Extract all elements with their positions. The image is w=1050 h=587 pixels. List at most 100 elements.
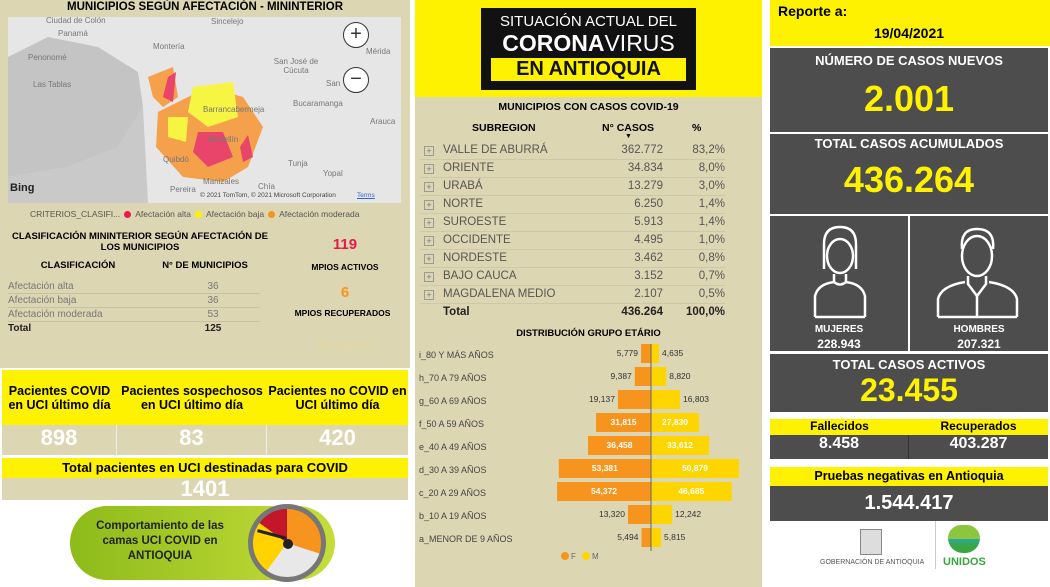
data-label: 9,387	[611, 371, 633, 381]
expand-icon[interactable]: +	[424, 272, 434, 282]
expand-icon[interactable]: +	[424, 290, 434, 300]
banner-virus: VIRUS	[604, 30, 675, 56]
uci-covid-header: Pacientes COVID en UCI último día	[2, 370, 117, 425]
table-row[interactable]: + ORIENTE 34.834 8,0%	[420, 160, 725, 178]
uci-total-label: Total pacientes en UCI destinadas para C…	[2, 458, 408, 478]
category-label: a_MENOR DE 9 AÑOS	[419, 534, 513, 544]
bar-f[interactable]	[557, 482, 651, 501]
negative-tests-value: 1.544.417	[770, 486, 1048, 521]
data-label: 54,372	[591, 486, 617, 496]
map-label: Bucaramanga	[293, 99, 343, 108]
table-row[interactable]: + OCCIDENTE 4.495 1,0%	[420, 232, 725, 250]
map-label: Medellín	[208, 135, 239, 144]
expand-icon[interactable]: +	[424, 200, 434, 210]
table-row[interactable]: + MAGDALENA MEDIO 2.107 0,5%	[420, 286, 725, 304]
terms-link[interactable]: Terms	[357, 192, 375, 199]
table-row[interactable]: + NORDESTE 3.462 0,8%	[420, 250, 725, 268]
bar-m[interactable]	[651, 344, 660, 363]
gauge-icon	[248, 504, 326, 582]
expand-icon[interactable]: +	[424, 254, 434, 264]
col-header-subregion[interactable]: SUBREGION	[472, 122, 536, 134]
bar-f[interactable]	[558, 459, 651, 478]
bar-m[interactable]	[651, 413, 700, 432]
banner-logo: SITUACIÓN ACTUAL DEL CORONAVIRUS EN ANTI…	[481, 8, 696, 90]
total-cases: TOTAL CASOS ACUMULADOS 436.264	[770, 134, 1048, 214]
deaths-recovered: Fallecidos 8.458 Recuperados 403.287	[770, 419, 1048, 459]
mpios-activos-value: 119	[332, 236, 358, 253]
zoom-in-button[interactable]: +	[343, 22, 369, 48]
table-row[interactable]: + BAJO CAUCA 3.152 0,7%	[420, 268, 725, 286]
cell: 36	[207, 281, 219, 292]
map-label: San José de Cúcuta	[273, 57, 319, 75]
table-row[interactable]: + VALLE DE ABURRÁ 362.772 83,2%	[420, 142, 725, 160]
table-row[interactable]: + SUROESTE 5.913 1,4%	[420, 214, 725, 232]
legend-label[interactable]: M	[592, 552, 599, 561]
recovered-value: 403.287	[909, 435, 1048, 459]
table-row[interactable]: + NORTE 6.250 1,4%	[420, 196, 725, 214]
sort-desc-icon[interactable]: ▼	[625, 133, 632, 140]
expand-icon[interactable]: +	[424, 218, 434, 228]
category-label: h_70 A 79 AÑOS	[419, 373, 487, 383]
legend-item[interactable]: Afectación baja	[205, 209, 265, 219]
map-label: Las Tablas	[33, 80, 72, 89]
expand-icon[interactable]: +	[424, 146, 434, 156]
map[interactable]: Ciudad de Colón Panamá Penonomé Las Tabl…	[8, 17, 401, 203]
legend-title: CRITERIOS_CLASIFI...	[30, 209, 121, 219]
cell: 6.250	[634, 198, 663, 210]
data-label: 16,803	[683, 394, 709, 404]
total-cases-value: 436.264	[843, 159, 975, 200]
bar-m[interactable]	[651, 436, 710, 455]
col-header-cases[interactable]: N° CASOS	[602, 122, 655, 134]
bar-m[interactable]	[651, 528, 662, 547]
table-total: Total 125	[8, 323, 260, 336]
bar-f[interactable]	[617, 390, 651, 409]
bar-f[interactable]	[641, 528, 651, 547]
report-header: Reporte a: 19/04/2021	[770, 0, 1050, 46]
total-cases-label: TOTAL CASOS ACUMULADOS	[814, 136, 1004, 151]
data-label: 12,242	[675, 509, 701, 519]
col-header-percent[interactable]: %	[692, 122, 702, 134]
men-label: HOMBRES	[953, 324, 1005, 335]
uci-suspected-header: Pacientes sospechosos en UCI último día	[117, 370, 267, 425]
deaths-value: 8.458	[770, 435, 909, 459]
legend-item[interactable]: Afectación alta	[135, 209, 191, 219]
map-label: Penonomé	[28, 53, 67, 62]
bar-f[interactable]	[634, 367, 651, 386]
chart-title: DISTRIBUCIÓN GRUPO ETÁRIO	[516, 328, 661, 339]
uci-beds-badge[interactable]: Comportamiento de las camas UCI COVID en…	[70, 504, 335, 582]
map-panel: MUNICIPIOS SEGÚN AFECTACIÓN - MININTERIO…	[0, 0, 410, 368]
col-header: CLASIFICACIÓN	[40, 260, 116, 271]
legend-item[interactable]: Afectación moderada	[279, 209, 360, 219]
bar-m[interactable]	[651, 505, 673, 524]
bar-m[interactable]	[651, 459, 739, 478]
bar-f[interactable]	[596, 413, 651, 432]
banner-corona: CORONA	[502, 30, 605, 56]
legend-dot-alta	[124, 210, 132, 218]
bar-m[interactable]	[651, 390, 681, 409]
cell: OCCIDENTE	[443, 234, 511, 246]
bar-f[interactable]	[627, 505, 651, 524]
map-label: Pereira	[170, 185, 196, 194]
category-label: i_80 Y MÁS AÑOS	[419, 350, 494, 360]
age-pyramid-chart: i_80 Y MÁS AÑOS 5,779 4,635 h_70 A 79 AÑOS 9…	[419, 344, 739, 561]
zoom-out-button[interactable]: −	[343, 67, 369, 93]
blank-label: (En blanco)	[316, 340, 374, 352]
expand-icon[interactable]: +	[424, 236, 434, 246]
cell: BAJO CAUCA	[443, 270, 517, 282]
col-header: N° DE MUNICIPIOS	[162, 260, 248, 271]
cell: 0,5%	[698, 288, 725, 300]
expand-icon[interactable]: +	[424, 182, 434, 192]
unidos-logo	[948, 525, 980, 553]
bar-f[interactable]	[641, 344, 651, 363]
expand-icon[interactable]: +	[424, 164, 434, 174]
women-box: MUJERES 228.943	[770, 216, 908, 351]
table-row[interactable]: + URABÁ 13.279 3,0%	[420, 178, 725, 196]
legend-label[interactable]: F	[571, 552, 576, 561]
bar-f[interactable]	[588, 436, 651, 455]
cell: 3,0%	[698, 180, 725, 192]
bar-m[interactable]	[651, 367, 667, 386]
bar-m[interactable]	[651, 482, 732, 501]
uci-suspected-value: 83	[117, 425, 267, 455]
table-row: Afectación baja 36	[8, 295, 260, 308]
cell: 4.495	[634, 234, 663, 246]
